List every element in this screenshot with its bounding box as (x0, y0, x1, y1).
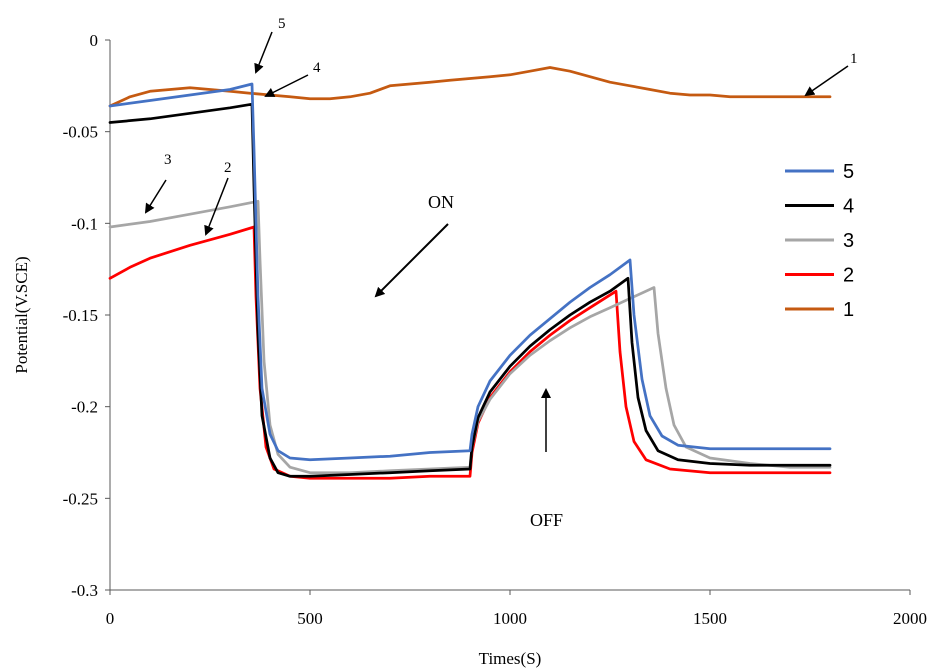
y-tick-label: 0 (90, 31, 99, 50)
series-line-3 (108, 199, 832, 475)
legend-label-2: 2 (843, 265, 854, 287)
annot-label-5: 5 (278, 16, 286, 32)
series-line-4 (108, 102, 832, 478)
legend-label-3: 3 (843, 230, 854, 252)
y-tick-label: -0.05 (63, 123, 98, 142)
legend-label-5: 5 (843, 161, 854, 183)
arrow-1 (804, 65, 849, 97)
on-label: ON (428, 192, 454, 212)
x-axis-title: Times(S) (479, 649, 542, 668)
annot-label-2: 2 (224, 160, 232, 176)
arrow-3 (144, 179, 167, 214)
legend: 5 4 3 2 1 (785, 161, 854, 321)
annot-label-4: 4 (313, 60, 321, 76)
annotations: ON OFF 1 2 3 4 5 (144, 16, 858, 530)
axes (109, 40, 910, 591)
arrow-5 (254, 31, 273, 74)
x-tick-label: 500 (297, 609, 323, 628)
on-arrow (374, 223, 449, 298)
y-tick-label: -0.15 (63, 306, 98, 325)
x-tick-label: 1500 (693, 609, 727, 628)
x-tick-label: 2000 (893, 609, 927, 628)
y-tick-label: -0.1 (71, 214, 98, 233)
x-ticks: 0 500 1000 1500 2000 (106, 590, 927, 628)
y-tick-label: -0.2 (71, 398, 98, 417)
x-tick-label: 1000 (493, 609, 527, 628)
series-line-5 (108, 82, 832, 462)
y-ticks: 0 -0.05 -0.1 -0.15 -0.2 -0.25 -0.3 (63, 31, 110, 600)
x-tick-label: 0 (106, 609, 115, 628)
y-axis-title: Potential(V.SCE) (12, 256, 31, 373)
series-group (108, 66, 832, 480)
annot-label-3: 3 (164, 152, 172, 168)
legend-label-4: 4 (843, 196, 854, 218)
off-label: OFF (530, 510, 563, 530)
arrow-4 (264, 74, 309, 97)
arrow-2 (204, 177, 229, 236)
y-tick-label: -0.3 (71, 581, 98, 600)
legend-label-1: 1 (843, 299, 854, 321)
series-line-1 (108, 66, 832, 108)
y-tick-label: -0.25 (63, 489, 98, 508)
annot-label-1: 1 (850, 51, 858, 67)
